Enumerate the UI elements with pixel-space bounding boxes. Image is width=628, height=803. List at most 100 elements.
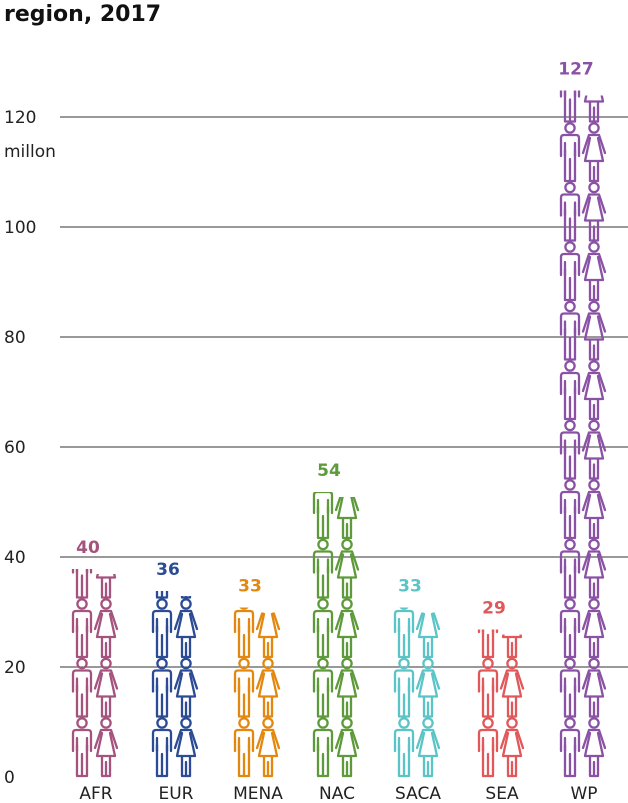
data-label: 54 xyxy=(317,461,341,481)
bar-wp: 127 xyxy=(558,60,607,778)
y-axis-unit-label: millon xyxy=(4,142,56,162)
male-pictogram xyxy=(151,717,173,778)
x-category-label: WP xyxy=(570,784,597,803)
male-pictogram xyxy=(233,607,255,659)
bar-eur: 36 xyxy=(151,560,199,778)
x-category-label: EUR xyxy=(159,784,194,803)
y-axis-ticks: 0 20 40 60 80 100 120 xyxy=(4,108,36,788)
male-pictogram xyxy=(559,241,581,302)
male-pictogram xyxy=(559,538,581,599)
male-pictogram xyxy=(393,657,415,718)
male-pictogram xyxy=(559,181,581,242)
female-pictogram xyxy=(581,360,607,421)
female-pictogram xyxy=(581,538,607,599)
data-label: 33 xyxy=(398,577,422,597)
male-pictogram xyxy=(312,492,334,540)
data-label: 127 xyxy=(558,60,594,80)
male-pictogram xyxy=(559,657,581,718)
male-pictogram xyxy=(559,122,581,183)
male-pictogram xyxy=(151,657,173,718)
gridlines xyxy=(60,116,628,668)
female-pictogram xyxy=(173,657,199,718)
y-tick-label: 120 xyxy=(4,108,36,128)
male-pictogram xyxy=(393,607,415,659)
y-tick-label: 40 xyxy=(4,548,26,568)
male-pictogram xyxy=(559,360,581,421)
data-label: 36 xyxy=(156,560,180,580)
male-pictogram xyxy=(559,300,581,361)
male-pictogram xyxy=(312,657,334,718)
bar-mena: 33 xyxy=(233,577,281,778)
male-pictogram xyxy=(312,538,334,599)
male-pictogram xyxy=(559,419,581,480)
x-axis-categories: AFR EUR MENA NAC SACA SEA WP xyxy=(79,784,597,803)
male-pictogram xyxy=(559,90,581,123)
female-pictogram xyxy=(173,717,199,778)
female-pictogram xyxy=(415,612,441,659)
female-pictogram xyxy=(95,574,117,599)
bar-afr: 40 xyxy=(71,538,119,778)
male-pictogram xyxy=(559,598,581,659)
female-pictogram xyxy=(415,657,441,718)
female-pictogram xyxy=(334,497,360,540)
male-pictogram xyxy=(71,657,93,718)
female-pictogram xyxy=(581,479,607,540)
female-pictogram xyxy=(255,612,281,659)
male-pictogram xyxy=(233,717,255,778)
female-pictogram xyxy=(581,598,607,659)
female-pictogram xyxy=(93,598,119,659)
male-pictogram xyxy=(151,598,173,659)
male-pictogram xyxy=(393,717,415,778)
female-pictogram xyxy=(93,657,119,718)
female-pictogram xyxy=(334,717,360,778)
x-category-label: AFR xyxy=(79,784,112,803)
female-pictogram xyxy=(180,596,192,599)
x-category-label: MENA xyxy=(233,784,283,803)
bar-sea: 29 xyxy=(477,599,525,778)
male-pictogram xyxy=(71,598,93,659)
male-pictogram xyxy=(559,717,581,778)
female-pictogram xyxy=(93,717,119,778)
female-pictogram xyxy=(499,717,525,778)
chart-title: region, 2017 xyxy=(4,2,161,27)
y-tick-label: 80 xyxy=(4,328,26,348)
bar-saca: 33 xyxy=(393,577,441,778)
female-pictogram xyxy=(581,181,607,242)
pictogram-bars: 40 36 33 54 33 29 127 xyxy=(71,60,607,778)
bar-nac: 54 xyxy=(312,461,360,778)
x-category-label: NAC xyxy=(319,784,355,803)
female-pictogram xyxy=(415,717,441,778)
y-tick-label: 0 xyxy=(4,768,15,788)
female-pictogram xyxy=(583,95,605,123)
female-pictogram xyxy=(581,717,607,778)
y-tick-label: 60 xyxy=(4,438,26,458)
y-tick-label: 20 xyxy=(4,658,26,678)
x-category-label: SEA xyxy=(485,784,519,803)
male-pictogram xyxy=(71,717,93,778)
male-pictogram xyxy=(559,479,581,540)
data-label: 29 xyxy=(482,599,506,619)
male-pictogram xyxy=(477,657,499,718)
female-pictogram xyxy=(501,634,523,659)
female-pictogram xyxy=(334,598,360,659)
female-pictogram xyxy=(334,538,360,599)
male-pictogram xyxy=(233,657,255,718)
male-pictogram xyxy=(71,569,93,599)
female-pictogram xyxy=(581,657,607,718)
female-pictogram xyxy=(255,717,281,778)
female-pictogram xyxy=(581,419,607,480)
female-pictogram xyxy=(255,657,281,718)
data-label: 40 xyxy=(76,538,100,558)
x-category-label: SACA xyxy=(395,784,441,803)
female-pictogram xyxy=(581,241,607,302)
female-pictogram xyxy=(499,657,525,718)
male-pictogram xyxy=(312,598,334,659)
male-pictogram xyxy=(477,717,499,778)
female-pictogram xyxy=(581,122,607,183)
male-pictogram xyxy=(477,629,499,659)
female-pictogram xyxy=(334,657,360,718)
female-pictogram xyxy=(581,300,607,361)
data-label: 33 xyxy=(238,577,262,597)
y-tick-label: 100 xyxy=(4,218,36,238)
